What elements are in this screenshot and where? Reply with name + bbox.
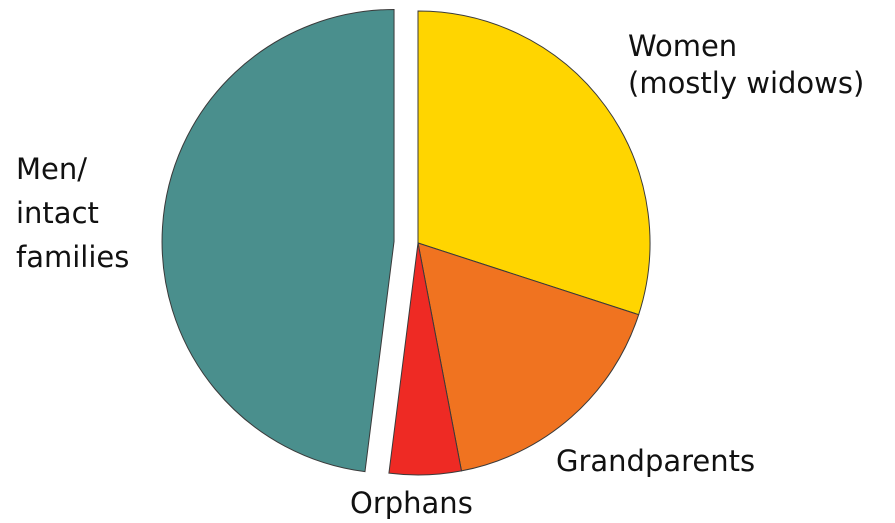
slice-label-line: Orphans	[350, 486, 473, 520]
slice-label-women-mostly-widows: Women (mostly widows)	[628, 29, 864, 100]
labels-layer: Women (mostly widows) Grandparents Orphans M…	[16, 29, 864, 520]
pie-slice-grandparents	[417, 242, 640, 472]
slice-label-line: families	[16, 240, 129, 274]
slice-label-men-intact-families: Men/intact families	[16, 152, 129, 274]
slice-label-line: Men/	[16, 152, 87, 186]
slice-label-line: Women	[628, 29, 737, 63]
slice-label-line: (mostly widows)	[628, 66, 864, 100]
slice-label-orphans: Orphans	[350, 486, 473, 520]
slice-label-grandparents: Grandparents	[556, 444, 755, 478]
slice-label-line: Grandparents	[556, 444, 755, 478]
pie-slice-men-intact-families	[161, 8, 395, 473]
slice-label-line: intact	[16, 196, 99, 230]
pie-slice-women-mostly-widows	[417, 10, 651, 316]
slices-layer	[161, 8, 651, 476]
pie-slice-orphans	[388, 242, 463, 476]
